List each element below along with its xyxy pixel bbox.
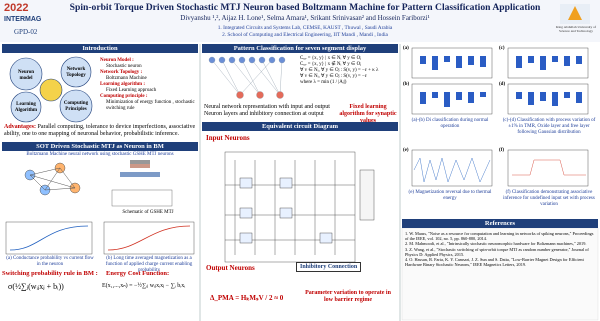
authors: Divyanshu ¹,², Aijaz H. Lone¹, Selma Ama… [180,14,430,22]
plot-label: (f) [499,148,504,153]
equation: ∀ v ∈ Nᵢ, ∀ y ∈ Oⱼ : S(v, y) = −ε [300,74,367,79]
poster-title: Spin-orbit Torque Driven Stochastic MTJ … [69,2,541,13]
schematic-label: Schematic of GSHE MTJ [122,210,174,215]
intro-desc: Boltzmann Machine [106,76,147,81]
fixed-learning: Fixed learning algorithm for synaptic va… [339,104,397,124]
energy-formula: E(x₁,...,xₙ) = −½∑ᵢⱼ wᵢⱼxᵢxⱼ − ∑ᵢ bᵢxᵢ [102,283,186,289]
bm-network [24,162,81,196]
output-label: Output Neurons [206,264,255,272]
circuit-diagram [224,151,375,263]
logo-year: 2022 [4,2,29,14]
switching-formula: σ(½∑ⱼ(wᵢⱼxⱼ + bᵢ)) [8,282,64,291]
inhibitory-box: Inhibitory Connection [296,262,362,272]
equations: Cᵤᵥ = {x, y} | x ∈ Nᵢ ∀ y ∈ Oⱼ Cᵤᵥ = {x,… [300,56,398,86]
sot-plots [5,221,195,255]
circle-label: Learning Algorithm [14,102,38,113]
intro-term: Learning algorithm : [100,82,145,87]
switching-label: Switching probability rule in BM : [2,270,98,277]
reference: 2. M. Mahmoodi, et al., "Intrinsically s… [405,241,587,247]
intro-desc: Stochastic neuron [106,64,142,69]
header-band [0,0,600,42]
plot-caption: (f) Classification demonstrating associa… [503,190,595,207]
intro-term: Computing principle : [100,94,148,99]
nn-caption: Neural network representation with input… [204,104,330,117]
plot-caption: (c)-(d) Classification with process vari… [502,118,596,135]
param-note: Parameter variation to operate in low ba… [305,290,391,303]
plot-caption: (a) Conductance probability vs current f… [6,256,94,267]
equation: where λ = min (1 / |Aⱼ|) [300,80,347,85]
reference: 1. W. Maass, "Noise as a resource for co… [405,231,594,242]
result-plots [411,47,589,187]
intro-desc: Fixed Learning approach [106,88,157,93]
plot-caption: (b) Long time averaged magnetization as … [105,256,193,273]
plot-label: (b) [403,82,410,87]
energy-label: Energy Cost Function: [106,270,170,277]
intro-term: Neuron Model : [100,58,134,63]
advantages-text: Parallel computing, tolerance to device … [4,124,196,137]
plot-label: (d) [499,82,506,87]
equation: ∀ v ∈ Nᵢ, ∀ y ∈ Oⱼ : S(v, y) = −ε + κ λ [300,68,379,73]
reference: 3. Z. Wang, et al., "Stochastic switchin… [405,246,589,257]
section-heading: Introduction [2,44,198,53]
equation: Cᵤᵥ = {x, y} | x ∉ Nᵢ ∀ y ∈ Oⱼ [300,62,362,67]
intro-term: Network Topology : [100,70,143,75]
input-label: Input Neurons [206,134,250,142]
affiliation: 2. School of Computing and Electrical En… [222,32,388,38]
reference-list: 1. W. Maass, "Noise as a resource for co… [405,231,595,267]
plot-label: (c) [499,46,505,51]
intro-list: Neuron Model : Stochastic neuron Network… [100,58,196,112]
intro-desc: Minimization of energy function , stocha… [106,100,195,111]
plot-label: (e) [403,148,409,153]
mtj-schematic [111,160,173,207]
plot-caption: (a)-(b) Di classification during normal … [411,118,489,129]
circle-label: Network Topology [66,67,86,78]
references-box [401,227,599,321]
section-heading: Equivalent circuit Diagram [202,122,398,131]
nn-diagram [208,56,286,99]
circle-label: Neuron model [17,70,35,81]
poster-code: GPD-02 [14,28,38,36]
logo-name: INTERMAG [4,16,42,23]
formula: Δ_PMA = HₖMₛV / 2 ≈ 0 [210,294,284,302]
section-heading: References [402,219,598,228]
reference: 4. O. Hassan, R. Faria, K. Y. Camsari, J… [405,257,584,268]
equation: Cᵤᵥ = {x, y} | x ∈ Nᵢ ∀ y ∈ Oⱼ [300,56,362,61]
affiliation: 1. Integrated Circuits and Systems Lab, … [217,25,393,31]
intro-diagram [9,56,93,123]
circle-label: Computing Principles [63,101,89,112]
advantages: Advantages: Parallel computing, toleranc… [4,124,196,138]
section-heading: Pattern Classification for seven segment… [202,44,398,53]
section-subtitle: Boltzmann Machine neural network using s… [26,152,174,157]
logo-right-text: King Abdullah University of Science and … [555,25,597,33]
plot-label: (a) [403,46,409,51]
section-heading: SOT Driven Stochastic MTJ as Neuron in B… [2,142,198,151]
advantages-term: Advantages: [4,124,37,130]
plot-caption: (e) Magnetization reversal due to therma… [408,190,492,201]
logo-shape [568,6,582,20]
